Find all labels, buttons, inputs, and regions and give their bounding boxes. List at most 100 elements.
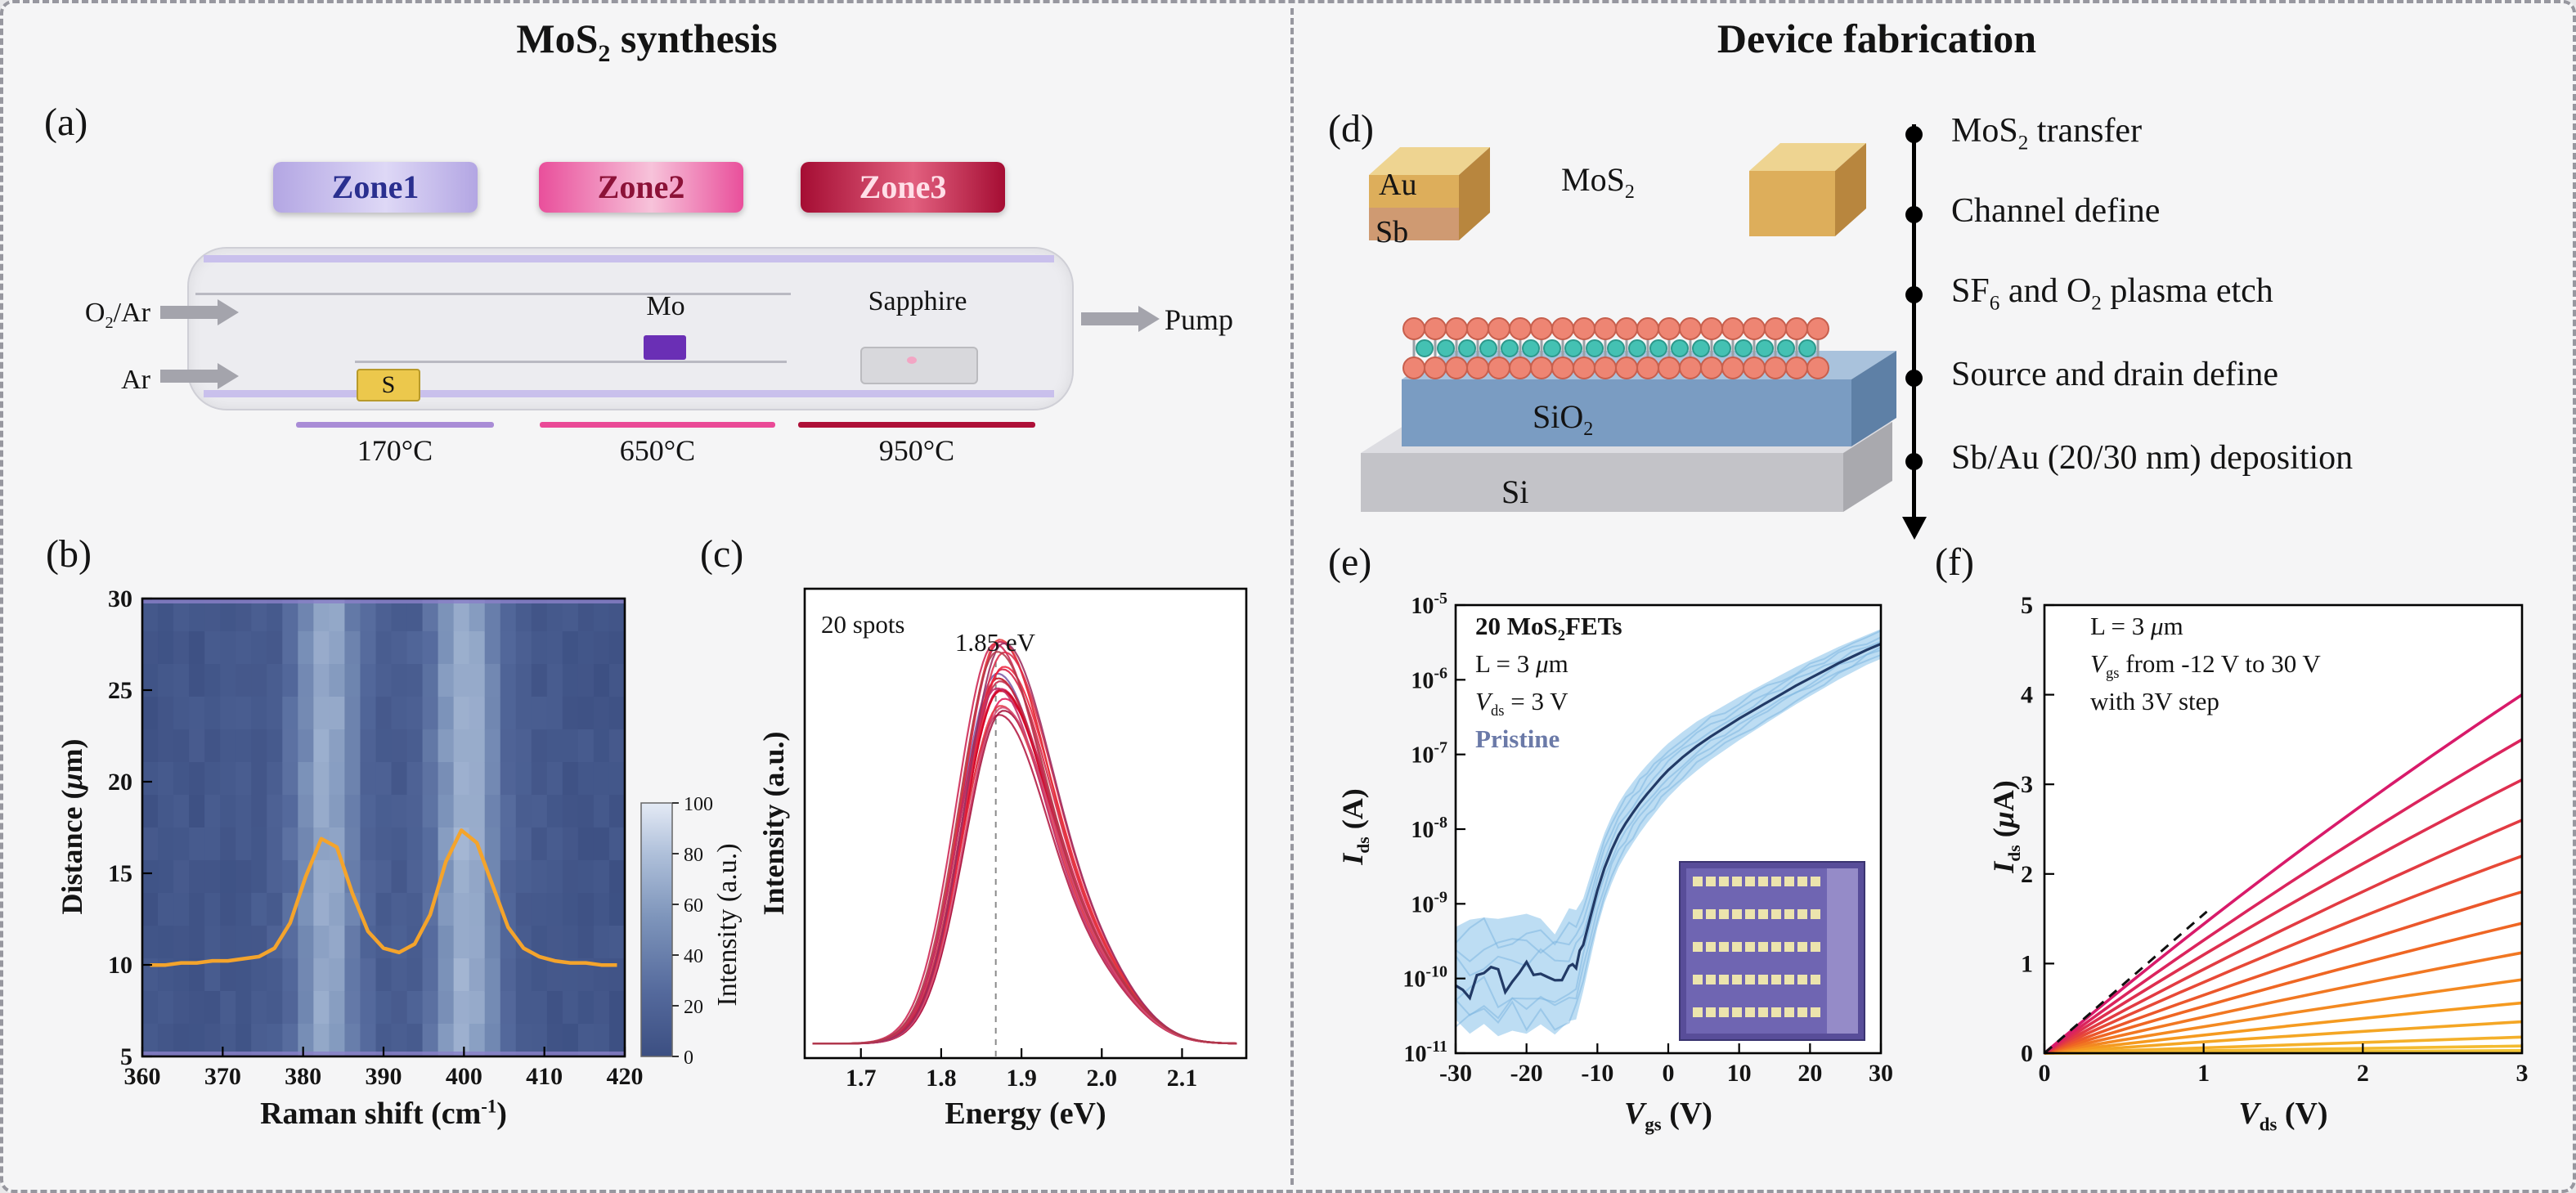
- process-step-3: SF6 and O2 plasma etch: [1951, 272, 2273, 315]
- zone-box-3: Zone3: [801, 162, 1005, 213]
- svg-text:80: 80: [684, 845, 703, 866]
- gas-inlet-o2ar-label: O2/Ar: [84, 298, 150, 332]
- zone-box-1: Zone1: [273, 162, 478, 213]
- panel-divider: [1290, 8, 1294, 1185]
- svg-text:1.7: 1.7: [846, 1065, 877, 1092]
- svg-text:60: 60: [684, 895, 703, 917]
- svg-text:20: 20: [108, 769, 132, 796]
- svg-text:5: 5: [2021, 592, 2033, 619]
- transfer-annotation-2: L = 3 μm: [1475, 649, 1568, 678]
- raman-yaxis-title: Distance (μm): [56, 738, 88, 915]
- pl-xaxis-title: Energy (eV): [945, 1097, 1106, 1131]
- temp-label-2: 650°C: [619, 434, 696, 467]
- transfer-annotation-1: 20 MoS2FETs: [1475, 612, 1622, 645]
- svg-text:2.1: 2.1: [1167, 1065, 1198, 1092]
- svg-text:-30: -30: [1439, 1060, 1472, 1087]
- inner-tube-line: [195, 293, 791, 295]
- svg-text:-10: -10: [1581, 1060, 1613, 1087]
- mo-label: Mo: [646, 291, 685, 321]
- svg-text:5: 5: [120, 1043, 132, 1070]
- svg-text:420: 420: [607, 1063, 644, 1090]
- gas-inlet-arrow-icon: [160, 299, 239, 325]
- right-section-title: Device fabrication: [1717, 16, 2037, 61]
- svg-text:20: 20: [1797, 1060, 1822, 1087]
- svg-text:10-9: 10-9: [1411, 888, 1447, 917]
- output-annotation-3: with 3V step: [2090, 687, 2219, 715]
- svg-text:2.0: 2.0: [1087, 1065, 1118, 1092]
- svg-text:3: 3: [2021, 771, 2033, 798]
- transfer-chart: -30 -20 -10 0 10 20 30 10-5 10-6 10-7 10-8 10-9 10-1…: [1402, 590, 1893, 1087]
- tube-stripe-top: [204, 255, 1054, 262]
- svg-text:10-5: 10-5: [1411, 590, 1447, 619]
- process-timeline: [1912, 124, 1916, 518]
- output-xaxis-title: Vds (V): [2238, 1097, 2328, 1135]
- temp-bar-1: [296, 422, 494, 428]
- raman-map-chart: 360 370 380 390 400 410 420 5 10 15 20 25 30 0 20 40 60 8…: [108, 585, 713, 1090]
- left-section-title: MoS2 synthesis: [516, 16, 778, 67]
- label-sb: Sb: [1376, 215, 1409, 249]
- svg-text:10: 10: [1727, 1060, 1752, 1087]
- svg-text:-20: -20: [1510, 1060, 1543, 1087]
- zone-box-2: Zone2: [539, 162, 743, 213]
- svg-text:0: 0: [684, 1047, 693, 1069]
- svg-text:2: 2: [2021, 861, 2033, 888]
- svg-text:380: 380: [285, 1063, 321, 1090]
- temp-bar-3: [798, 422, 1035, 428]
- panel-e-label: (e): [1328, 540, 1372, 584]
- gas-inlet-ar-label: Ar: [121, 365, 150, 395]
- process-step-2: Channel define: [1951, 192, 2161, 230]
- sapphire-substrate: [860, 347, 978, 384]
- raman-xaxis-title: Raman shift (cm-1): [260, 1096, 507, 1131]
- device-schematic: [1361, 143, 1896, 512]
- svg-text:410: 410: [526, 1063, 563, 1090]
- transfer-yaxis-title: Ids (A): [1336, 788, 1374, 865]
- pl-yaxis-title: Intensity (a.u.): [757, 731, 790, 916]
- svg-text:1.8: 1.8: [926, 1065, 957, 1092]
- svg-text:10-6: 10-6: [1411, 664, 1447, 693]
- svg-text:30: 30: [108, 585, 132, 612]
- process-step-1: MoS2 transfer: [1951, 112, 2143, 155]
- process-bullet-1: [1905, 126, 1923, 143]
- pl-spots-annotation: 20 spots: [821, 610, 905, 639]
- panel-c-label: (c): [700, 532, 744, 576]
- transfer-annotation-4: Pristine: [1475, 724, 1560, 753]
- colorbar-title: Intensity (a.u.): [712, 843, 743, 1007]
- output-annotation-1: L = 3 μm: [2090, 612, 2183, 640]
- tube-stripe-bottom: [204, 390, 1054, 397]
- svg-text:1: 1: [2021, 950, 2033, 977]
- process-bullet-5: [1905, 453, 1923, 470]
- label-si: Si: [1501, 473, 1529, 510]
- svg-text:0: 0: [1663, 1060, 1675, 1087]
- temp-label-3: 950°C: [878, 434, 955, 467]
- svg-text:0: 0: [2021, 1040, 2033, 1067]
- panel-b-label: (b): [46, 532, 92, 576]
- process-arrow-icon: [1902, 517, 1927, 540]
- sapphire-flake: [907, 357, 917, 364]
- svg-text:0: 0: [2039, 1060, 2051, 1087]
- transfer-xaxis-title: Vgs (V): [1624, 1097, 1712, 1135]
- label-sio2: SiO2: [1533, 398, 1594, 440]
- panel-f-label: (f): [1935, 540, 1974, 584]
- svg-text:1.9: 1.9: [1006, 1065, 1037, 1092]
- svg-text:3: 3: [2516, 1060, 2529, 1087]
- label-mos2: MoS2: [1561, 161, 1635, 203]
- sapphire-label: Sapphire: [868, 286, 967, 316]
- transfer-annotation-3: Vds = 3 V: [1475, 687, 1568, 720]
- mo-source: [644, 335, 686, 360]
- gas-inlet-arrow2-icon: [160, 363, 239, 389]
- svg-text:100: 100: [684, 794, 713, 815]
- process-bullet-2: [1905, 206, 1923, 223]
- svg-text:10-8: 10-8: [1411, 814, 1447, 843]
- svg-text:10-11: 10-11: [1403, 1038, 1447, 1067]
- output-yaxis-title: Ids (μA): [1987, 780, 2025, 873]
- pl-peak-annotation: 1.85 eV: [954, 628, 1036, 657]
- svg-text:2: 2: [2357, 1060, 2369, 1087]
- sample-shelf-line: [355, 361, 787, 363]
- temp-label-1: 170°C: [357, 434, 433, 467]
- svg-text:30: 30: [1869, 1060, 1893, 1087]
- pump-arrow-icon: [1081, 306, 1160, 332]
- process-bullet-4: [1905, 370, 1923, 387]
- pl-spectra-chart: 1.7 1.8 1.9 2.0 2.1: [803, 587, 1248, 1092]
- svg-text:20: 20: [684, 997, 703, 1018]
- panel-d-label: (d): [1328, 107, 1374, 150]
